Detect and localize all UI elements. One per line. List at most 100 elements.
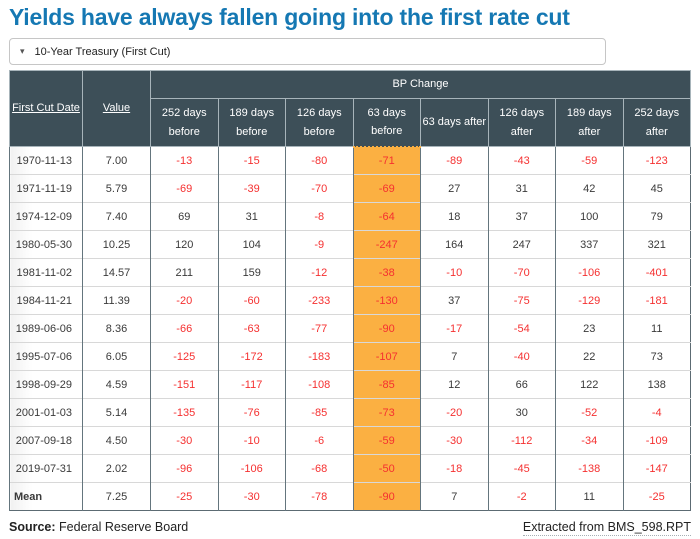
table-row: 1989-06-06 8.36 -66 -63 -77 -90 -17 -54 23 11 — [9, 314, 691, 343]
bp-change-cell: -85 — [352, 370, 421, 399]
bp-change-cell: -117 — [217, 370, 286, 399]
bp-change-cell: -70 — [487, 258, 556, 287]
bp-change-cell: 31 — [217, 202, 286, 231]
bp-change-cell: 122 — [555, 370, 623, 399]
bp-change-cell: -66 — [150, 314, 218, 343]
value-cell: 4.59 — [82, 370, 151, 399]
bp-change-cell: 69 — [150, 202, 218, 231]
first-cut-date-cell: 1989-06-06 — [9, 314, 83, 343]
col-header-period: 189 days after — [555, 98, 624, 147]
bp-change-cell: 100 — [555, 202, 623, 231]
bp-change-cell: 22 — [555, 342, 623, 371]
table-row: 1980-05-30 10.25 120 104 -9 -247 164 247 337 321 — [9, 230, 691, 259]
extracted-note: Extracted from BMS_598.RPT — [522, 520, 691, 536]
bp-change-cell: -30 — [150, 426, 218, 455]
bp-change-cell: -247 — [352, 230, 421, 259]
value-cell: 7.00 — [82, 146, 151, 175]
value-cell: 10.25 — [82, 230, 151, 259]
first-cut-date-cell: 1984-11-21 — [9, 286, 83, 315]
table-row: 1998-09-29 4.59 -151 -117 -108 -85 12 66 122 138 — [9, 370, 691, 399]
bp-change-cell: -30 — [217, 482, 286, 511]
bp-change-cell: -69 — [150, 174, 218, 203]
first-cut-date-cell: 1970-11-13 — [9, 146, 83, 175]
bp-change-cell: 45 — [622, 174, 691, 203]
table-row: 1995-07-06 6.05 -125 -172 -183 -107 7 -40 22 73 — [9, 342, 691, 371]
first-cut-date-cell: 2001-01-03 — [9, 398, 83, 427]
bp-change-cell: -69 — [352, 174, 421, 203]
bp-change-cell: 164 — [420, 230, 488, 259]
series-dropdown[interactable]: ▾ 10-Year Treasury (First Cut) — [9, 38, 606, 65]
bp-change-cell: -40 — [487, 342, 556, 371]
bp-change-cell: 42 — [555, 174, 623, 203]
bp-change-cell: -8 — [285, 202, 353, 231]
bp-change-cell: -6 — [285, 426, 353, 455]
bp-change-cell: 30 — [487, 398, 556, 427]
table-row: 1984-11-21 11.39 -20 -60 -233 -130 37 -75 -129 -1… — [9, 286, 691, 315]
table-row: 2001-01-03 5.14 -135 -76 -85 -73 -20 30 -52 -4 — [9, 398, 691, 427]
col-header-first-cut-date-label: First Cut Date — [12, 102, 80, 115]
bp-change-cell: -39 — [217, 174, 286, 203]
bp-change-cell: -73 — [352, 398, 421, 427]
bp-change-cell: 73 — [622, 342, 691, 371]
bp-change-cell: -9 — [285, 230, 353, 259]
bp-change-cell: -12 — [285, 258, 353, 287]
first-cut-date-cell: 1971-11-19 — [9, 174, 83, 203]
bp-change-cell: -78 — [285, 482, 353, 511]
source-text: Federal Reserve Board — [59, 520, 189, 534]
bp-change-cell: -107 — [352, 342, 421, 371]
bp-change-cell: 66 — [487, 370, 556, 399]
bp-change-cell: 37 — [420, 286, 488, 315]
bp-change-cell: -63 — [217, 314, 286, 343]
bp-change-cell: -34 — [555, 426, 623, 455]
bp-change-cell: 7 — [420, 342, 488, 371]
bp-change-cell: 104 — [217, 230, 286, 259]
bp-change-cell: 18 — [420, 202, 488, 231]
bp-change-cell: 159 — [217, 258, 286, 287]
bp-change-cell: -125 — [150, 342, 218, 371]
first-cut-date-cell: 1981-11-02 — [9, 258, 83, 287]
value-cell: 6.05 — [82, 342, 151, 371]
bp-change-cell: 211 — [150, 258, 218, 287]
bp-change-cell: -15 — [217, 146, 286, 175]
bp-change-cell: -138 — [555, 454, 623, 483]
group-header-row: First Cut Date Value BP Change — [9, 70, 691, 147]
value-cell: 5.79 — [82, 174, 151, 203]
col-header-period: 189 days before — [217, 98, 286, 147]
table-row: 1970-11-13 7.00 -13 -15 -80 -71 -89 -43 -59 -123 — [9, 146, 691, 175]
bp-change-cell: -129 — [555, 286, 623, 315]
bp-change-cell: 31 — [487, 174, 556, 203]
bp-change-cell: -147 — [622, 454, 691, 483]
bp-change-cell: -68 — [285, 454, 353, 483]
bp-change-cell: 11 — [555, 482, 623, 511]
bp-change-cell: -123 — [622, 146, 691, 175]
bp-change-cell: -4 — [622, 398, 691, 427]
bp-change-cell: -108 — [285, 370, 353, 399]
bp-change-cell: -90 — [352, 482, 421, 511]
value-cell: 7.40 — [82, 202, 151, 231]
first-cut-date-cell: 1980-05-30 — [9, 230, 83, 259]
bp-change-cell: -90 — [352, 314, 421, 343]
bp-change-cell: -106 — [217, 454, 286, 483]
source-label: Source: — [9, 520, 56, 534]
bp-change-cell: -112 — [487, 426, 556, 455]
bp-change-cell: -45 — [487, 454, 556, 483]
bp-change-cell: -10 — [420, 258, 488, 287]
bp-change-cell: 12 — [420, 370, 488, 399]
bp-change-cell: -106 — [555, 258, 623, 287]
bp-change-cell: -151 — [150, 370, 218, 399]
bp-change-cell: -71 — [352, 146, 421, 175]
series-dropdown-value: 10-Year Treasury (First Cut) — [34, 45, 171, 58]
table-header: First Cut Date Value BP Change 252 days … — [9, 70, 691, 148]
bp-change-cell: -2 — [487, 482, 556, 511]
value-cell: 7.25 — [82, 482, 151, 511]
page-title: Yields have always fallen going into the… — [9, 4, 570, 30]
first-cut-date-cell: 2019-07-31 — [9, 454, 83, 483]
col-header-period: 126 days before — [285, 98, 354, 147]
bp-change-cell: -25 — [622, 482, 691, 511]
bp-change-cell: -130 — [352, 286, 421, 315]
bp-change-cell: -401 — [622, 258, 691, 287]
yields-table: First Cut Date Value BP Change 252 days … — [9, 70, 691, 511]
bp-change-cell: 337 — [555, 230, 623, 259]
bp-change-cell: -43 — [487, 146, 556, 175]
